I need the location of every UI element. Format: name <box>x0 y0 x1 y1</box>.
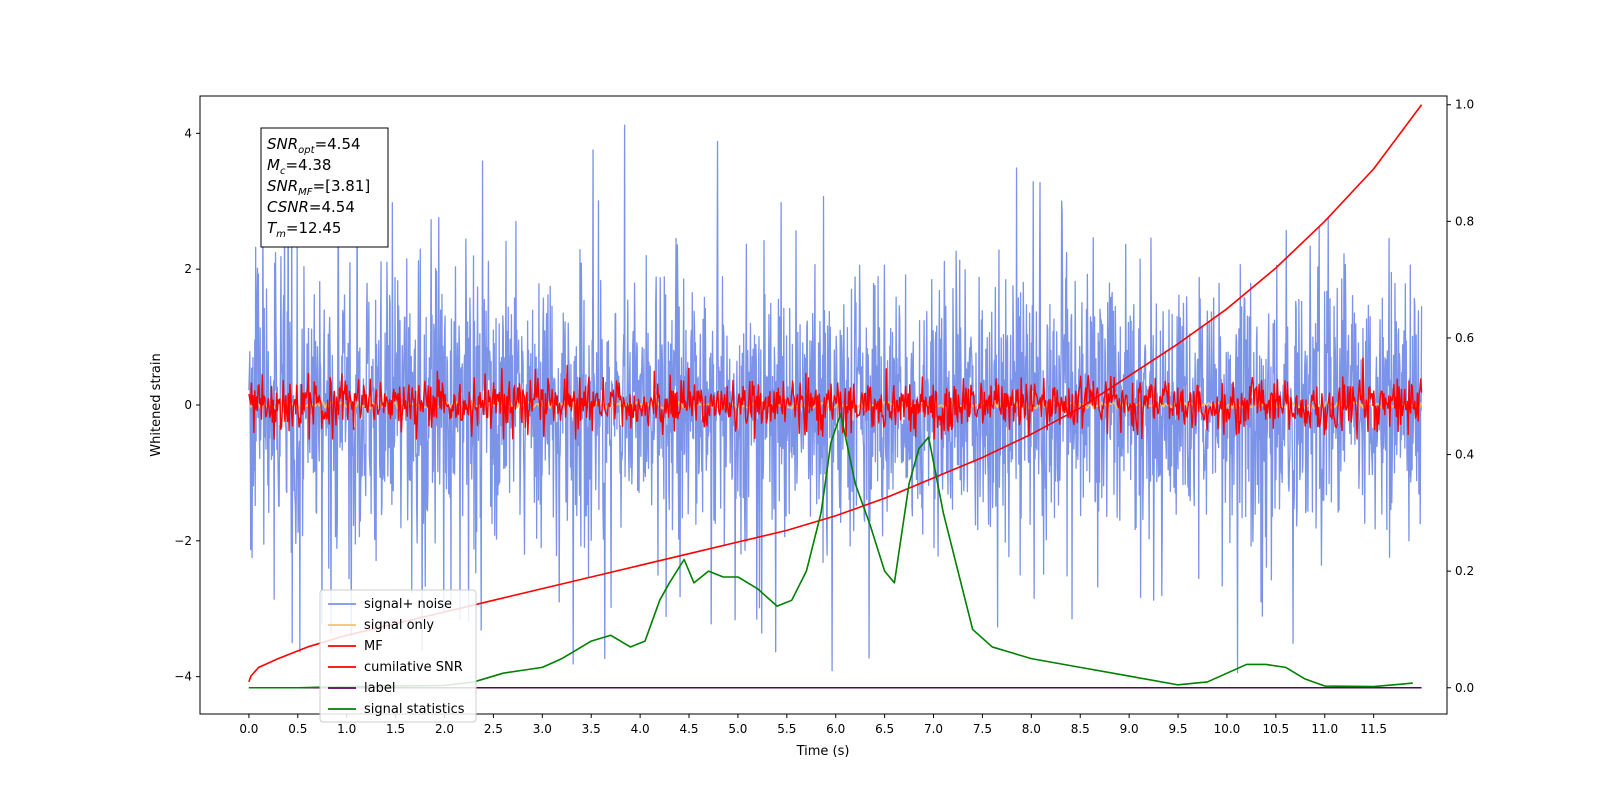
x-tick-label: 7.0 <box>924 722 943 736</box>
x-tick-label: 4.5 <box>679 722 698 736</box>
annotation-line: CSNR=4.54 <box>267 198 355 216</box>
series-line-mf <box>248 357 1423 440</box>
x-tick-label: 8.5 <box>1071 722 1090 736</box>
legend-label: label <box>364 681 395 696</box>
y-tick-label: −4 <box>174 670 192 684</box>
x-tick-label: 2.5 <box>484 722 503 736</box>
series-line-signal-noise <box>248 124 1423 674</box>
x-tick-label: 11.0 <box>1311 722 1338 736</box>
legend-label: cumilative SNR <box>364 660 463 675</box>
y-axis-right: 0.0 0.2 0.4 0.6 0.8 1.0 <box>1447 98 1474 695</box>
annotation-line: Tm=12.45 <box>267 219 341 240</box>
annotation-line: Mc=4.38 <box>267 156 331 177</box>
x-axis-label: Time (s) <box>796 744 850 759</box>
legend-label: MF <box>364 639 383 654</box>
x-tick-label: 9.5 <box>1168 722 1187 736</box>
annotation-line: SNRopt=4.54 <box>267 135 361 156</box>
y-tick-label: 2 <box>184 262 192 276</box>
legend-label: signal+ noise <box>364 597 452 612</box>
x-tick-label: 11.5 <box>1360 722 1387 736</box>
y-tick-label: 4 <box>184 126 192 140</box>
legend-frame <box>319 589 477 723</box>
x-tick-label: 0.5 <box>288 722 307 736</box>
x-tick-label: 9.0 <box>1120 722 1139 736</box>
x-tick-label: 10.0 <box>1214 722 1241 736</box>
x-tick-label: 2.0 <box>435 722 454 736</box>
y-tick-label: −2 <box>174 534 192 548</box>
x-tick-label: 10.5 <box>1262 722 1289 736</box>
x-tick-label: 5.0 <box>728 722 747 736</box>
y-axis-label: Whitened strain <box>149 353 164 456</box>
x-tick-label: 1.5 <box>386 722 405 736</box>
x-tick-label: 3.0 <box>533 722 552 736</box>
annotation-line: SNRMF=[3.81] <box>267 177 370 198</box>
annotation-frame <box>260 127 389 248</box>
legend-label: signal only <box>364 618 434 633</box>
x-tick-label: 8.0 <box>1022 722 1041 736</box>
y2-tick-label: 0.2 <box>1455 564 1474 578</box>
y2-tick-label: 0.0 <box>1455 681 1474 695</box>
x-tick-label: 4.0 <box>631 722 650 736</box>
x-tick-label: 1.0 <box>337 722 356 736</box>
y-tick-label: 0 <box>184 398 192 412</box>
x-axis: 0.0 0.5 1.0 1.5 2.0 2.5 3.0 3.5 4.0 4.5 5.0 5.5 6.0 6… <box>239 714 1387 736</box>
x-tick-label: 0.0 <box>239 722 258 736</box>
x-tick-label: 6.5 <box>875 722 894 736</box>
x-tick-label: 3.5 <box>582 722 601 736</box>
y2-tick-label: 0.8 <box>1455 214 1474 228</box>
y2-tick-label: 0.4 <box>1455 448 1474 462</box>
x-tick-label: 6.0 <box>826 722 845 736</box>
y2-tick-label: 1.0 <box>1455 98 1474 112</box>
legend-label: signal statistics <box>364 702 465 717</box>
y-axis-left: −4 −2 0 2 4 <box>174 126 200 684</box>
series-line-signal-statistics <box>248 412 1413 689</box>
x-tick-label: 7.5 <box>973 722 992 736</box>
y2-tick-label: 0.6 <box>1455 331 1474 345</box>
legend: signal+ noise signal only MF cumilative SNR… <box>319 589 477 723</box>
x-tick-label: 5.5 <box>777 722 796 736</box>
